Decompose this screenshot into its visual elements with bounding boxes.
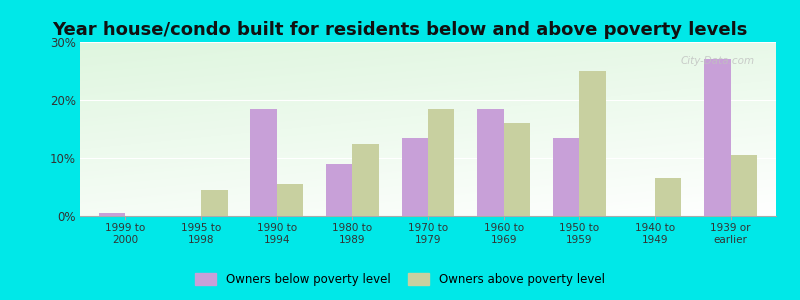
Bar bbox=[579, 71, 606, 216]
Bar bbox=[250, 109, 277, 216]
Bar bbox=[201, 190, 227, 216]
Bar bbox=[326, 164, 352, 216]
Bar bbox=[655, 178, 682, 216]
Bar bbox=[504, 123, 530, 216]
Bar bbox=[730, 155, 757, 216]
Text: Year house/condo built for residents below and above poverty levels: Year house/condo built for residents bel… bbox=[52, 21, 748, 39]
Bar bbox=[553, 138, 579, 216]
Bar bbox=[352, 143, 379, 216]
Bar bbox=[99, 213, 126, 216]
Bar bbox=[428, 109, 454, 216]
Bar bbox=[277, 184, 303, 216]
Bar bbox=[402, 138, 428, 216]
Text: City-Data.com: City-Data.com bbox=[681, 56, 755, 66]
Bar bbox=[477, 109, 504, 216]
Bar bbox=[704, 59, 730, 216]
Legend: Owners below poverty level, Owners above poverty level: Owners below poverty level, Owners above… bbox=[190, 268, 610, 291]
